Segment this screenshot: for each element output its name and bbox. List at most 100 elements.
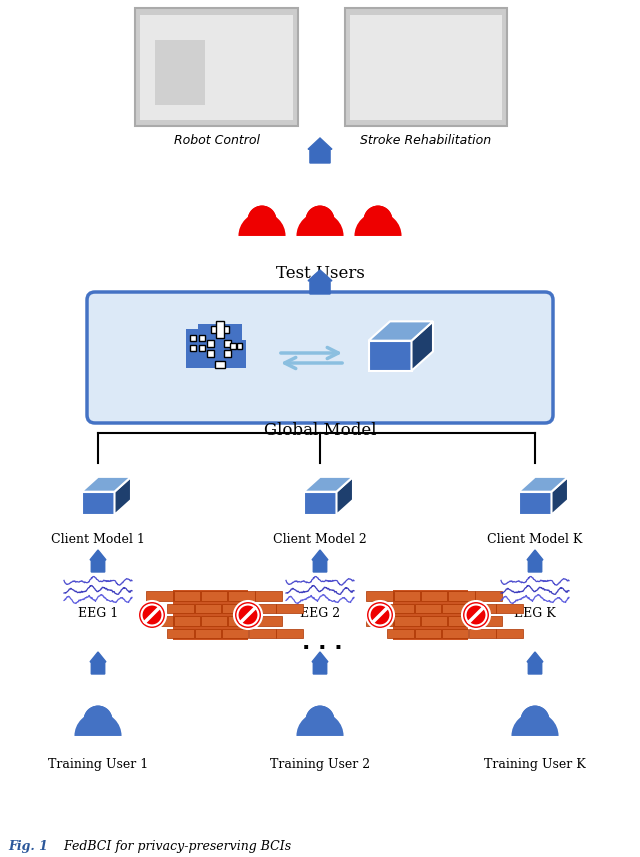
FancyBboxPatch shape xyxy=(173,590,248,640)
Circle shape xyxy=(364,206,392,235)
Text: Robot Control: Robot Control xyxy=(173,134,259,147)
Polygon shape xyxy=(337,476,353,515)
Polygon shape xyxy=(308,138,332,163)
Text: EEG 2: EEG 2 xyxy=(300,607,340,620)
FancyBboxPatch shape xyxy=(442,603,468,613)
FancyBboxPatch shape xyxy=(255,616,282,626)
FancyBboxPatch shape xyxy=(496,603,523,613)
FancyBboxPatch shape xyxy=(173,591,200,601)
FancyBboxPatch shape xyxy=(195,628,221,638)
Text: Training User K: Training User K xyxy=(484,758,586,771)
Circle shape xyxy=(310,213,330,231)
FancyBboxPatch shape xyxy=(415,603,441,613)
FancyBboxPatch shape xyxy=(228,616,255,626)
Circle shape xyxy=(310,712,330,731)
FancyBboxPatch shape xyxy=(228,591,255,601)
Polygon shape xyxy=(527,550,543,572)
Text: Global Model: Global Model xyxy=(264,422,376,439)
FancyBboxPatch shape xyxy=(237,344,243,349)
Polygon shape xyxy=(81,492,115,515)
Text: Fig. 1: Fig. 1 xyxy=(8,840,48,853)
Polygon shape xyxy=(552,476,568,515)
FancyBboxPatch shape xyxy=(190,334,196,341)
FancyBboxPatch shape xyxy=(201,591,227,601)
Circle shape xyxy=(248,206,276,235)
FancyBboxPatch shape xyxy=(190,345,196,351)
Circle shape xyxy=(234,601,262,629)
FancyBboxPatch shape xyxy=(140,15,293,120)
Polygon shape xyxy=(527,652,543,674)
FancyBboxPatch shape xyxy=(469,603,495,613)
Wedge shape xyxy=(355,213,401,236)
Circle shape xyxy=(253,213,271,231)
FancyBboxPatch shape xyxy=(211,326,229,333)
FancyBboxPatch shape xyxy=(207,339,214,347)
FancyBboxPatch shape xyxy=(420,616,447,626)
FancyBboxPatch shape xyxy=(394,591,420,601)
FancyBboxPatch shape xyxy=(496,628,523,638)
FancyBboxPatch shape xyxy=(276,603,303,613)
Text: Training User 2: Training User 2 xyxy=(270,758,370,771)
FancyBboxPatch shape xyxy=(135,8,298,126)
Text: Training User 1: Training User 1 xyxy=(48,758,148,771)
FancyBboxPatch shape xyxy=(366,616,393,626)
FancyBboxPatch shape xyxy=(249,628,276,638)
FancyBboxPatch shape xyxy=(469,628,495,638)
FancyBboxPatch shape xyxy=(198,334,205,341)
FancyBboxPatch shape xyxy=(345,8,507,126)
Circle shape xyxy=(520,705,550,734)
FancyBboxPatch shape xyxy=(173,616,200,626)
FancyBboxPatch shape xyxy=(420,591,447,601)
FancyBboxPatch shape xyxy=(415,628,441,638)
Polygon shape xyxy=(303,476,353,492)
Polygon shape xyxy=(90,652,106,674)
Wedge shape xyxy=(296,712,344,736)
Circle shape xyxy=(369,213,387,231)
Polygon shape xyxy=(81,476,131,492)
FancyBboxPatch shape xyxy=(228,339,246,369)
Wedge shape xyxy=(511,712,559,736)
Circle shape xyxy=(520,705,550,734)
Text: Client Model K: Client Model K xyxy=(487,533,582,546)
FancyBboxPatch shape xyxy=(394,616,420,626)
FancyBboxPatch shape xyxy=(448,591,475,601)
Circle shape xyxy=(305,206,335,235)
Circle shape xyxy=(88,712,108,731)
FancyBboxPatch shape xyxy=(216,321,224,338)
FancyBboxPatch shape xyxy=(198,324,242,369)
Polygon shape xyxy=(369,341,412,371)
FancyBboxPatch shape xyxy=(155,40,205,105)
Polygon shape xyxy=(518,476,568,492)
Polygon shape xyxy=(412,321,433,371)
FancyBboxPatch shape xyxy=(249,603,276,613)
FancyBboxPatch shape xyxy=(223,339,231,347)
FancyBboxPatch shape xyxy=(230,344,236,349)
Circle shape xyxy=(138,601,166,629)
Polygon shape xyxy=(518,492,552,515)
FancyBboxPatch shape xyxy=(186,329,204,369)
FancyBboxPatch shape xyxy=(350,15,502,120)
FancyBboxPatch shape xyxy=(195,603,221,613)
Circle shape xyxy=(84,705,113,734)
Polygon shape xyxy=(90,550,106,572)
Wedge shape xyxy=(239,213,285,236)
FancyBboxPatch shape xyxy=(476,591,502,601)
Text: Client Model 2: Client Model 2 xyxy=(273,533,367,546)
Polygon shape xyxy=(312,652,328,674)
Polygon shape xyxy=(115,476,131,515)
FancyBboxPatch shape xyxy=(366,591,393,601)
Wedge shape xyxy=(296,213,344,236)
FancyBboxPatch shape xyxy=(387,628,414,638)
FancyBboxPatch shape xyxy=(222,628,248,638)
Circle shape xyxy=(305,206,335,235)
FancyBboxPatch shape xyxy=(201,616,227,626)
Polygon shape xyxy=(308,270,332,294)
FancyBboxPatch shape xyxy=(276,628,303,638)
FancyBboxPatch shape xyxy=(198,345,205,351)
Circle shape xyxy=(364,206,392,235)
Text: Stroke Rehabilitation: Stroke Rehabilitation xyxy=(360,134,492,147)
Text: EEG K: EEG K xyxy=(514,607,556,620)
FancyBboxPatch shape xyxy=(215,361,225,369)
FancyBboxPatch shape xyxy=(167,603,194,613)
FancyBboxPatch shape xyxy=(222,603,248,613)
